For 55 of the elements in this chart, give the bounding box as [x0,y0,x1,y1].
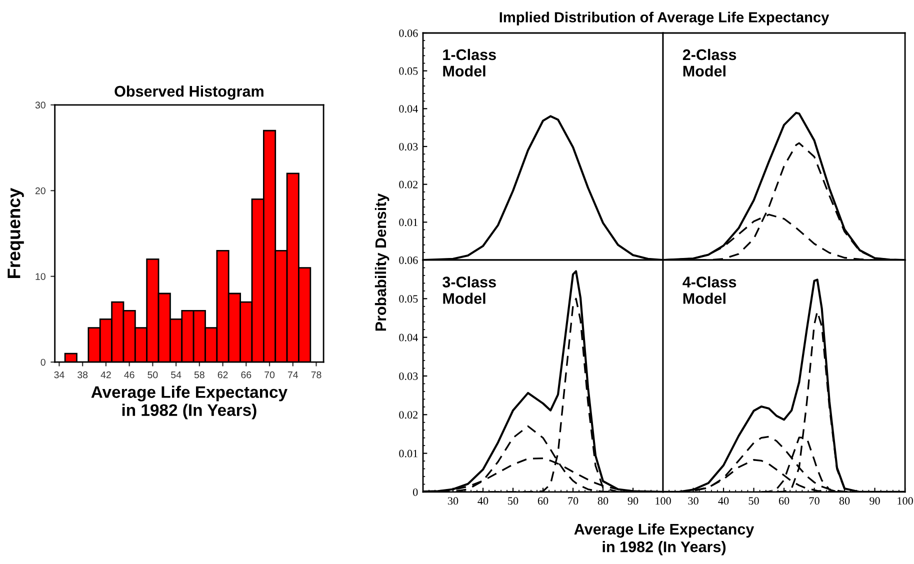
y-tick-label: 0.02 [399,180,418,188]
x-tick-label: 78 [311,371,322,378]
y-tick-label: 0.05 [399,67,418,75]
x-tick-label: 70 [264,371,275,378]
x-tick-label: 50 [148,371,158,378]
y-tick-label: 0.04 [399,334,418,342]
annotation: 2-Class Model [682,48,736,77]
y-tick-label: 30 [35,102,46,109]
x-tick-label: 50 [748,497,759,505]
x-tick-label: 50 [508,497,518,505]
x-tick-label: 66 [241,371,252,378]
x-tick-label: 90 [870,497,880,505]
y-tick-label: 20 [35,187,46,194]
annotation: 3-Class Model [442,276,496,304]
y-tick-label: 0.02 [399,411,418,419]
y-tick-label: 0 [40,358,46,366]
x-tick-label: 100 [656,497,671,505]
y-tick-label: 10 [36,273,46,280]
x-tick-label: 60 [778,497,790,505]
x-axis-title: Average Life Expectancy in 1982 (In Years) [574,523,754,556]
y-axis-title: Frequency [8,188,24,278]
y-tick-label: 0.05 [399,295,418,303]
x-tick-label: 90 [628,497,638,505]
x-tick-label: 60 [538,497,548,505]
x-tick-label: 40 [718,497,729,505]
x-axis-title: Average Life Expectancy in 1982 (In Years) [91,386,288,420]
annotation: 1-Class Model [443,48,496,77]
x-tick-label: 34 [54,371,64,378]
y-tick-label: 0.04 [399,105,418,113]
x-tick-label: 70 [568,497,578,505]
x-tick-label: 30 [448,497,458,505]
x-tick-label: 62 [218,371,228,378]
x-tick-label: 42 [100,371,111,378]
y-tick-label: 0.03 [399,142,418,151]
y-tick-label: 0.03 [399,372,418,380]
y-tick-label: 0.06 [399,256,418,264]
y-tick-label: 0.01 [399,218,418,226]
y-axis-title: Probability Density [374,193,390,331]
x-tick-label: 80 [839,497,850,505]
annotation: 4-Class Model [682,276,736,304]
x-tick-label: 70 [809,497,820,505]
chart-title: Observed Histogram [114,86,264,100]
x-tick-label: 38 [78,371,88,378]
x-tick-label: 74 [288,371,298,378]
y-tick-label: 0 [413,488,418,496]
chart-title: Implied Distribution of Average Life Expectancy [500,12,830,26]
x-tick-label: 58 [194,371,204,378]
x-tick-label: 40 [478,497,488,505]
y-tick-label: 0.01 [399,450,418,458]
x-tick-label: 54 [171,371,182,378]
y-tick-label: 0.06 [399,29,418,38]
x-tick-label: 100 [898,497,913,505]
x-tick-label: 46 [124,371,134,378]
x-tick-label: 80 [598,497,608,505]
x-tick-label: 30 [688,497,698,505]
